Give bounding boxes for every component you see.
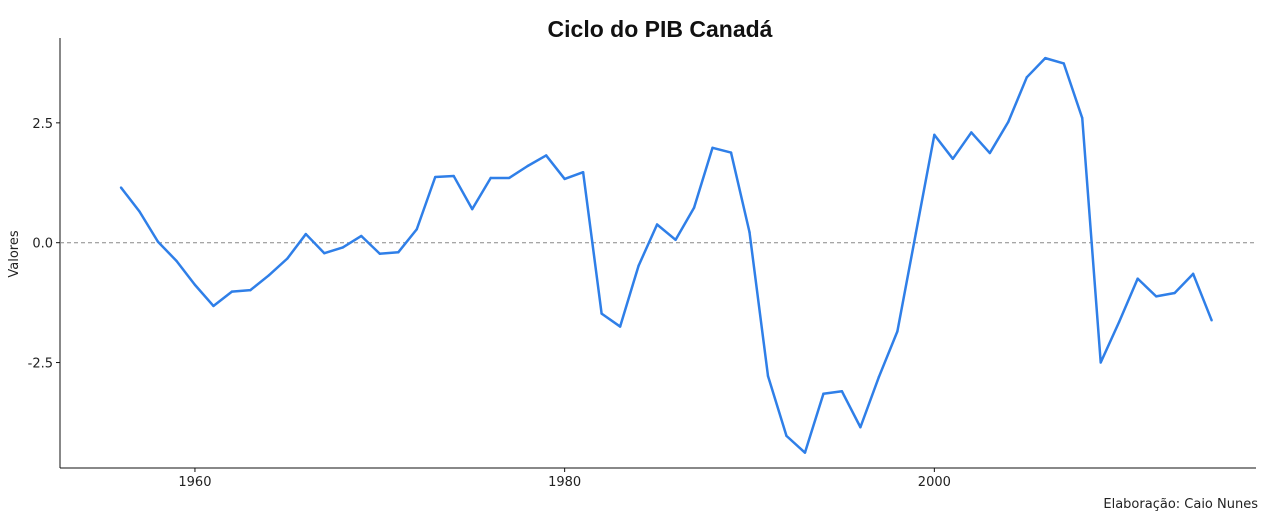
- data-point: [304, 232, 308, 236]
- data-point: [249, 288, 252, 292]
- data-point: [674, 238, 677, 242]
- x-axis-ticks: 1960 1980 2000: [178, 468, 951, 490]
- data-point: [1154, 295, 1158, 298]
- data-point: [397, 251, 400, 254]
- data-point: [286, 257, 289, 260]
- data-point: [212, 304, 215, 308]
- data-point: [1007, 120, 1010, 124]
- data-point: [729, 151, 733, 154]
- data-point: [563, 177, 566, 181]
- x-tick-label: 1960: [178, 475, 211, 490]
- data-point: [452, 174, 455, 178]
- data-point: [748, 230, 751, 234]
- data-point: [655, 223, 659, 226]
- data-point: [230, 290, 234, 293]
- data-point: [1099, 361, 1102, 364]
- data-point: [877, 375, 881, 379]
- data-point: [896, 330, 899, 333]
- data-point: [914, 231, 918, 235]
- data-point: [618, 325, 622, 328]
- data-point: [138, 210, 141, 213]
- data-point: [544, 154, 548, 157]
- data-point: [119, 186, 123, 189]
- data-point: [1062, 62, 1065, 65]
- y-axis-title: Valores: [7, 230, 22, 277]
- y-axis-ticks: 2.5 0.0 -2.5: [28, 117, 60, 372]
- data-point: [951, 157, 955, 161]
- data-point: [267, 274, 271, 277]
- data-point: [1025, 76, 1028, 79]
- data-point: [360, 234, 363, 238]
- data-point: [600, 312, 603, 315]
- data-point: [1118, 320, 1121, 323]
- data-point: [933, 133, 936, 137]
- data-point: [711, 146, 714, 149]
- data-point: [341, 246, 345, 249]
- data-point: [692, 206, 696, 209]
- y-tick-label: -2.5: [28, 357, 53, 372]
- y-tick-label: 0.0: [32, 237, 53, 252]
- data-point: [970, 131, 973, 134]
- data-point: [378, 252, 381, 255]
- caption-credit: Elaboração: Caio Nunes: [1103, 497, 1258, 512]
- data-point: [526, 164, 529, 168]
- data-point: [415, 228, 418, 231]
- data-point: [193, 283, 197, 287]
- data-point: [1044, 56, 1047, 60]
- data-point: [1210, 319, 1213, 322]
- data-point: [637, 264, 640, 267]
- data-point: [859, 426, 862, 429]
- series-points: [119, 56, 1213, 454]
- chart-title: Ciclo do PIB Canadá: [548, 16, 773, 42]
- data-point: [766, 374, 770, 378]
- data-point: [803, 451, 807, 454]
- data-point: [1191, 272, 1195, 276]
- data-point: [471, 207, 474, 211]
- data-point: [1173, 291, 1176, 295]
- data-point: [156, 240, 160, 243]
- data-point: [507, 176, 511, 180]
- data-point: [1081, 116, 1084, 120]
- data-point: [822, 392, 825, 395]
- data-point: [489, 176, 492, 180]
- data-point: [581, 171, 585, 174]
- data-point: [785, 434, 788, 438]
- data-point: [434, 175, 437, 179]
- data-point: [323, 252, 326, 255]
- x-tick-label: 1980: [548, 475, 581, 490]
- data-point: [840, 390, 844, 393]
- data-point: [175, 259, 178, 263]
- series-line-ciclo-pib: [120, 56, 1213, 454]
- x-tick-label: 2000: [918, 475, 951, 490]
- data-point: [988, 151, 992, 155]
- data-point: [1136, 277, 1139, 280]
- y-tick-label: 2.5: [32, 117, 53, 132]
